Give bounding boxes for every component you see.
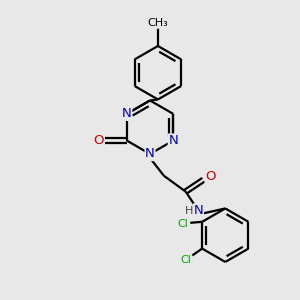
Text: O: O [93,134,104,147]
Text: O: O [205,170,216,183]
Text: H: H [184,206,193,216]
Text: N: N [122,107,132,120]
Text: CH₃: CH₃ [148,18,168,28]
Text: Cl: Cl [177,219,188,229]
Text: N: N [168,134,178,147]
Text: N: N [145,148,155,160]
Text: Cl: Cl [181,256,192,266]
Text: N: N [194,204,203,217]
